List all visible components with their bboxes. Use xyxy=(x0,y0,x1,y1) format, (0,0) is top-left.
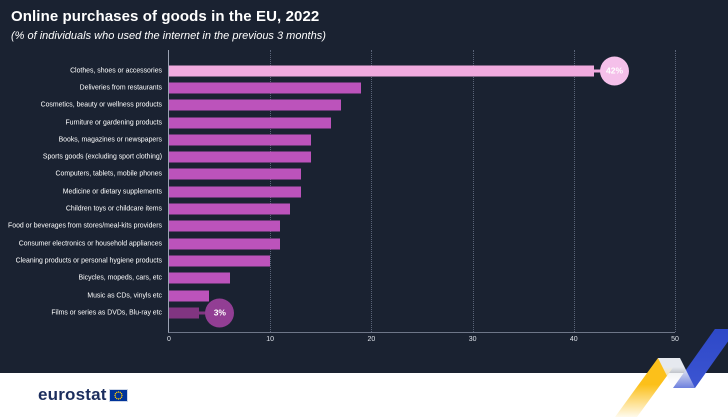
bar xyxy=(169,307,200,319)
bar xyxy=(169,220,281,232)
chart-row: Medicine or dietary supplements xyxy=(63,183,675,200)
category-label: Music as CDs, vinyls etc xyxy=(87,292,162,299)
badge-stem xyxy=(593,69,604,73)
eu-flag-icon xyxy=(108,388,128,402)
category-label: Films or series as DVDs, Blu-ray etc xyxy=(51,309,162,317)
x-tick-label: 50 xyxy=(671,336,679,343)
x-axis-ticks: 0 10 20 30 40 50 xyxy=(167,332,679,344)
bar xyxy=(169,255,271,267)
value-badge: 42% xyxy=(600,56,630,86)
chart-row: Furniture or gardening products xyxy=(65,114,675,131)
x-tick-label: 30 xyxy=(468,336,477,343)
bar xyxy=(169,272,230,284)
category-label: Deliveries from restaurants xyxy=(79,84,162,92)
chart-panel: Online purchases of goods in the EU, 202… xyxy=(0,0,728,373)
bar xyxy=(169,99,342,111)
x-tick-label: 20 xyxy=(367,336,376,343)
category-label: Bicycles, mopeds, cars, etc xyxy=(78,274,162,282)
eurostat-logo: eurostat xyxy=(38,385,128,405)
chart-row: Films or series as DVDs, Blu-ray etc 3% xyxy=(51,298,675,328)
category-label: Consumer electronics or household applia… xyxy=(18,240,162,248)
category-label: Computers, tablets, mobile phones xyxy=(55,170,162,178)
page-title: Online purchases of goods in the EU, 202… xyxy=(11,8,320,25)
chart-row: Clothes, shoes or accessories 42% xyxy=(70,56,675,86)
category-label: Children toys or childcare items xyxy=(65,205,162,213)
bar xyxy=(169,238,281,250)
eurostat-wordmark: eurostat xyxy=(38,385,107,404)
chart-row: Books, magazines or newspapers xyxy=(59,131,675,148)
bar xyxy=(169,151,311,163)
bar xyxy=(169,65,595,77)
title-block: Online purchases of goods in the EU, 202… xyxy=(11,8,326,42)
chart-row: Sports goods (excluding sport clothing) xyxy=(43,148,675,165)
bar-chart-plot-area: Clothes, shoes or accessories 42% Deliveri… xyxy=(8,50,679,343)
gridline xyxy=(573,50,575,332)
bar xyxy=(169,82,362,94)
chart-row: Consumer electronics or household applia… xyxy=(19,235,675,252)
x-tick-label: 0 xyxy=(167,336,171,343)
chart-row: Children toys or childcare items xyxy=(66,200,675,217)
bar-rows: Clothes, shoes or accessories 42% Deliveri… xyxy=(8,56,675,328)
chart-row: Cosmetics, beauty or wellness products xyxy=(41,97,675,114)
category-label: Cosmetics, beauty or wellness products xyxy=(40,101,162,109)
chart-row: Computers, tablets, mobile phones xyxy=(56,166,675,183)
page-subtitle: (% of individuals who used the internet … xyxy=(11,30,326,42)
category-label: Clothes, shoes or accessories xyxy=(70,67,162,75)
bar xyxy=(169,186,301,198)
bar xyxy=(169,168,301,180)
bar xyxy=(169,117,331,129)
chart-row: Deliveries from restaurants xyxy=(80,79,675,96)
x-tick-label: 10 xyxy=(266,336,275,343)
gridline xyxy=(371,50,373,332)
chart-row: Bicycles, mopeds, cars, etc xyxy=(79,270,675,287)
gridline xyxy=(675,50,676,332)
bar xyxy=(169,203,291,215)
zigzag-decoration-icon xyxy=(615,329,728,417)
footer: eurostat xyxy=(0,373,728,417)
chart-row: Food or beverages from stores/meal-kits … xyxy=(8,218,675,235)
chart-row: Cleaning products or personal hygiene pr… xyxy=(16,252,675,269)
badge-stem xyxy=(198,311,209,315)
category-label: Medicine or dietary supplements xyxy=(62,188,162,196)
x-tick-label: 40 xyxy=(569,336,578,343)
category-label: Sports goods (excluding sport clothing) xyxy=(42,153,162,161)
category-label: Books, magazines or newspapers xyxy=(58,136,162,144)
category-label: Food or beverages from stores/meal-kits … xyxy=(8,222,162,230)
chart-row: Music as CDs, vinyls etc xyxy=(87,287,675,304)
gridline xyxy=(472,50,474,332)
category-label: Furniture or gardening products xyxy=(65,119,162,127)
bar xyxy=(169,134,311,146)
bar xyxy=(169,290,210,301)
value-badge: 3% xyxy=(205,298,235,328)
category-label: Cleaning products or personal hygiene pr… xyxy=(15,257,162,265)
